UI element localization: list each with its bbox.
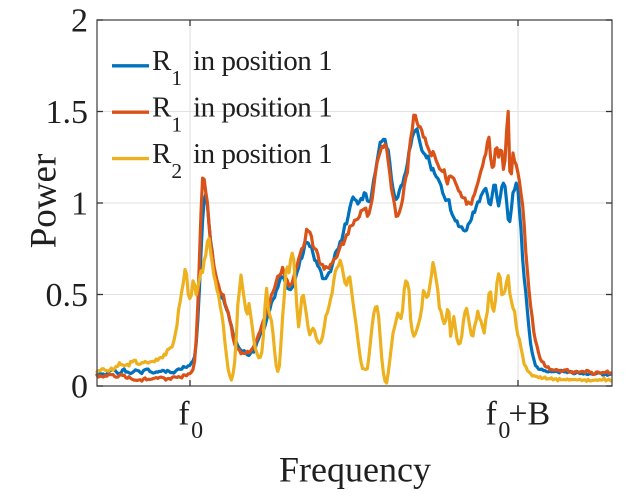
- svg-text:0: 0: [71, 369, 88, 406]
- svg-text:R1in position 1: R1in position 1: [152, 91, 332, 136]
- svg-text:1: 1: [71, 186, 88, 223]
- svg-text:0.5: 0.5: [46, 277, 89, 314]
- svg-text:1.5: 1.5: [46, 94, 89, 131]
- svg-text:R2in position 1: R2in position 1: [152, 138, 332, 183]
- svg-text:f0: f0: [178, 396, 203, 445]
- svg-text:Power: Power: [24, 154, 65, 249]
- svg-text:R1in position 1: R1in position 1: [152, 45, 332, 90]
- svg-text:f0+B: f0+B: [486, 396, 551, 445]
- svg-text:Frequency: Frequency: [279, 450, 431, 490]
- svg-text:2: 2: [71, 3, 88, 40]
